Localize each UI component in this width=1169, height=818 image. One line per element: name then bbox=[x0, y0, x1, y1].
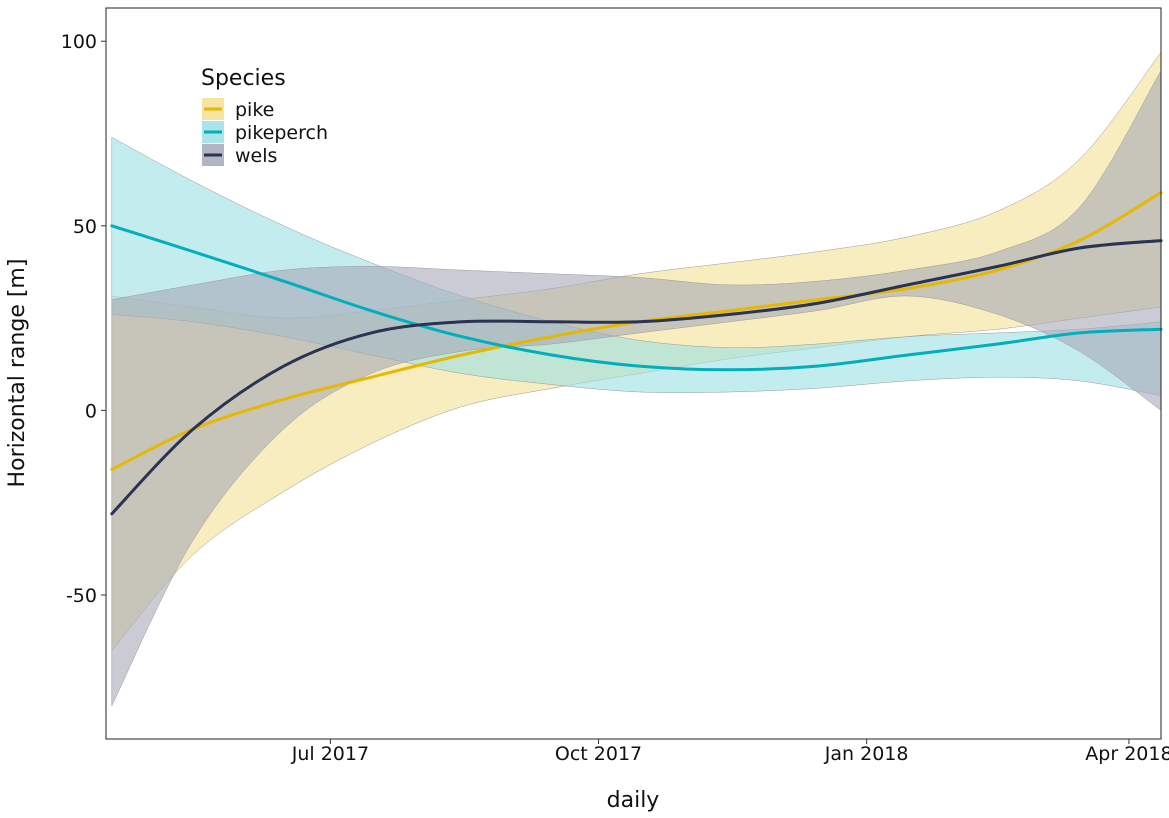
line-pikeperch bbox=[110, 224, 1163, 372]
plot-frame bbox=[105, 7, 1162, 740]
x-tick-label: Jul 2017 bbox=[291, 743, 369, 765]
y-axis: -50 0 50 100 bbox=[61, 31, 106, 607]
x-axis: Jul 2017 Oct 2017 Jan 2018 Apr 2018 bbox=[291, 739, 1169, 765]
y-tick-label: 50 bbox=[73, 216, 97, 238]
y-tick-label: 100 bbox=[61, 31, 97, 53]
series-lines bbox=[110, 191, 1163, 516]
y-axis-title: Horizontal range [m] bbox=[5, 259, 30, 488]
legend-title: Species bbox=[201, 66, 286, 91]
x-tick-label: Apr 2018 bbox=[1085, 743, 1169, 765]
line-wels bbox=[110, 239, 1163, 516]
y-tick-label: -50 bbox=[66, 585, 97, 607]
x-axis-title: daily bbox=[607, 788, 660, 813]
legend-label-pike: pike bbox=[235, 99, 274, 121]
y-tick-label: 0 bbox=[85, 400, 97, 422]
x-tick-label: Oct 2017 bbox=[555, 743, 642, 765]
x-tick-label: Jan 2018 bbox=[824, 743, 909, 765]
legend-label-wels: wels bbox=[235, 145, 277, 167]
legend-label-pikeperch: pikeperch bbox=[235, 122, 328, 144]
